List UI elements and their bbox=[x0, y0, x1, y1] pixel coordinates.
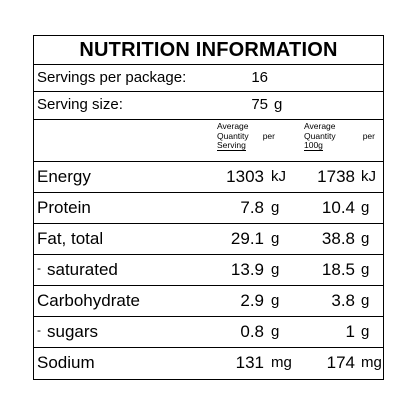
per-100g-value: 1738 bbox=[317, 167, 355, 186]
serving-size-label: Serving size: bbox=[37, 96, 123, 113]
servings-per-package-value: 16 bbox=[246, 69, 268, 86]
per-serving-value: 0.8 bbox=[240, 322, 264, 341]
per-serving-unit: g bbox=[271, 199, 280, 216]
per-serving-value: 29.1 bbox=[230, 229, 264, 248]
row-divider bbox=[34, 223, 383, 224]
per-serving-unit: g bbox=[271, 292, 280, 309]
sub-item-dash: - bbox=[37, 261, 41, 275]
per-100g-unit: kJ bbox=[361, 168, 376, 185]
column-header-per: per bbox=[262, 130, 275, 141]
per-100g-value: 18.5 bbox=[321, 260, 355, 279]
row-divider bbox=[34, 192, 383, 193]
column-header-per-100g: Average Quantity per 100g bbox=[304, 121, 375, 151]
per-serving-value: 13.9 bbox=[230, 260, 264, 279]
per-serving-unit: kJ bbox=[271, 168, 286, 185]
column-header-line: 100g bbox=[304, 140, 323, 151]
row-divider bbox=[34, 285, 383, 286]
nutrient-label: Sodium bbox=[37, 353, 95, 373]
serving-size-unit: g bbox=[274, 96, 283, 113]
column-header-line: Average bbox=[304, 121, 336, 131]
per-100g-unit: g bbox=[361, 199, 370, 216]
nutrient-label: Protein bbox=[37, 198, 91, 218]
serving-size-value: 75 g bbox=[246, 96, 282, 113]
row-divider bbox=[34, 347, 383, 348]
per-serving-unit: g bbox=[271, 261, 280, 278]
per-100g-unit: g bbox=[361, 261, 370, 278]
per-serving-unit: mg bbox=[271, 354, 292, 371]
nutrient-label: Carbohydrate bbox=[37, 291, 140, 311]
per-serving-unit: g bbox=[271, 323, 280, 340]
per-100g-unit: mg bbox=[361, 354, 382, 371]
per-serving-value: 7.8 bbox=[240, 198, 264, 217]
column-header-line: Serving bbox=[217, 140, 246, 151]
per-100g-unit: g bbox=[361, 292, 370, 309]
nutrient-label: - sugars bbox=[37, 322, 98, 342]
serving-size-number: 75 bbox=[251, 96, 268, 113]
per-100g-value: 38.8 bbox=[321, 229, 355, 248]
nutrient-label: Energy bbox=[37, 167, 91, 187]
panel-title: NUTRITION INFORMATION bbox=[79, 39, 338, 61]
per-serving-value: 131 bbox=[235, 353, 264, 372]
column-header-line: Quantity bbox=[217, 130, 249, 141]
column-header-per-serving: Average Quantity per Serving bbox=[217, 121, 275, 151]
divider bbox=[34, 64, 383, 65]
per-100g-value: 1 bbox=[345, 322, 355, 341]
nutrition-panel: NUTRITION INFORMATION Servings per packa… bbox=[33, 35, 384, 380]
per-100g-value: 10.4 bbox=[321, 198, 355, 217]
row-divider bbox=[34, 254, 383, 255]
column-header-per: per bbox=[362, 130, 375, 141]
row-divider bbox=[34, 316, 383, 317]
per-serving-value: 1303 bbox=[226, 167, 264, 186]
per-100g-value: 3.8 bbox=[331, 291, 355, 310]
divider bbox=[34, 119, 383, 120]
per-serving-unit: g bbox=[271, 230, 280, 247]
divider bbox=[34, 91, 383, 92]
nutrient-label-text: Energy bbox=[37, 167, 91, 186]
row-divider bbox=[34, 161, 383, 162]
per-100g-unit: g bbox=[361, 230, 370, 247]
per-100g-value: 174 bbox=[326, 353, 355, 372]
per-serving-value: 2.9 bbox=[240, 291, 264, 310]
column-header-line: Average bbox=[217, 121, 249, 131]
nutrient-label: Fat, total bbox=[37, 229, 103, 249]
servings-per-package-label: Servings per package: bbox=[37, 69, 187, 86]
nutrient-label-text: Sodium bbox=[37, 353, 95, 372]
sub-item-dash: - bbox=[37, 323, 41, 337]
nutrient-label-text: Protein bbox=[37, 198, 91, 217]
nutrient-label-text: Carbohydrate bbox=[37, 291, 141, 310]
nutrient-label-text: Fat, total bbox=[37, 229, 104, 248]
nutrient-label-text: sugars bbox=[47, 322, 99, 341]
servings-per-package-number: 16 bbox=[251, 69, 268, 86]
nutrient-label-text: saturated bbox=[47, 260, 118, 279]
per-100g-unit: g bbox=[361, 323, 370, 340]
nutrient-label: - saturated bbox=[37, 260, 118, 280]
column-header-line: Quantity bbox=[304, 130, 336, 141]
